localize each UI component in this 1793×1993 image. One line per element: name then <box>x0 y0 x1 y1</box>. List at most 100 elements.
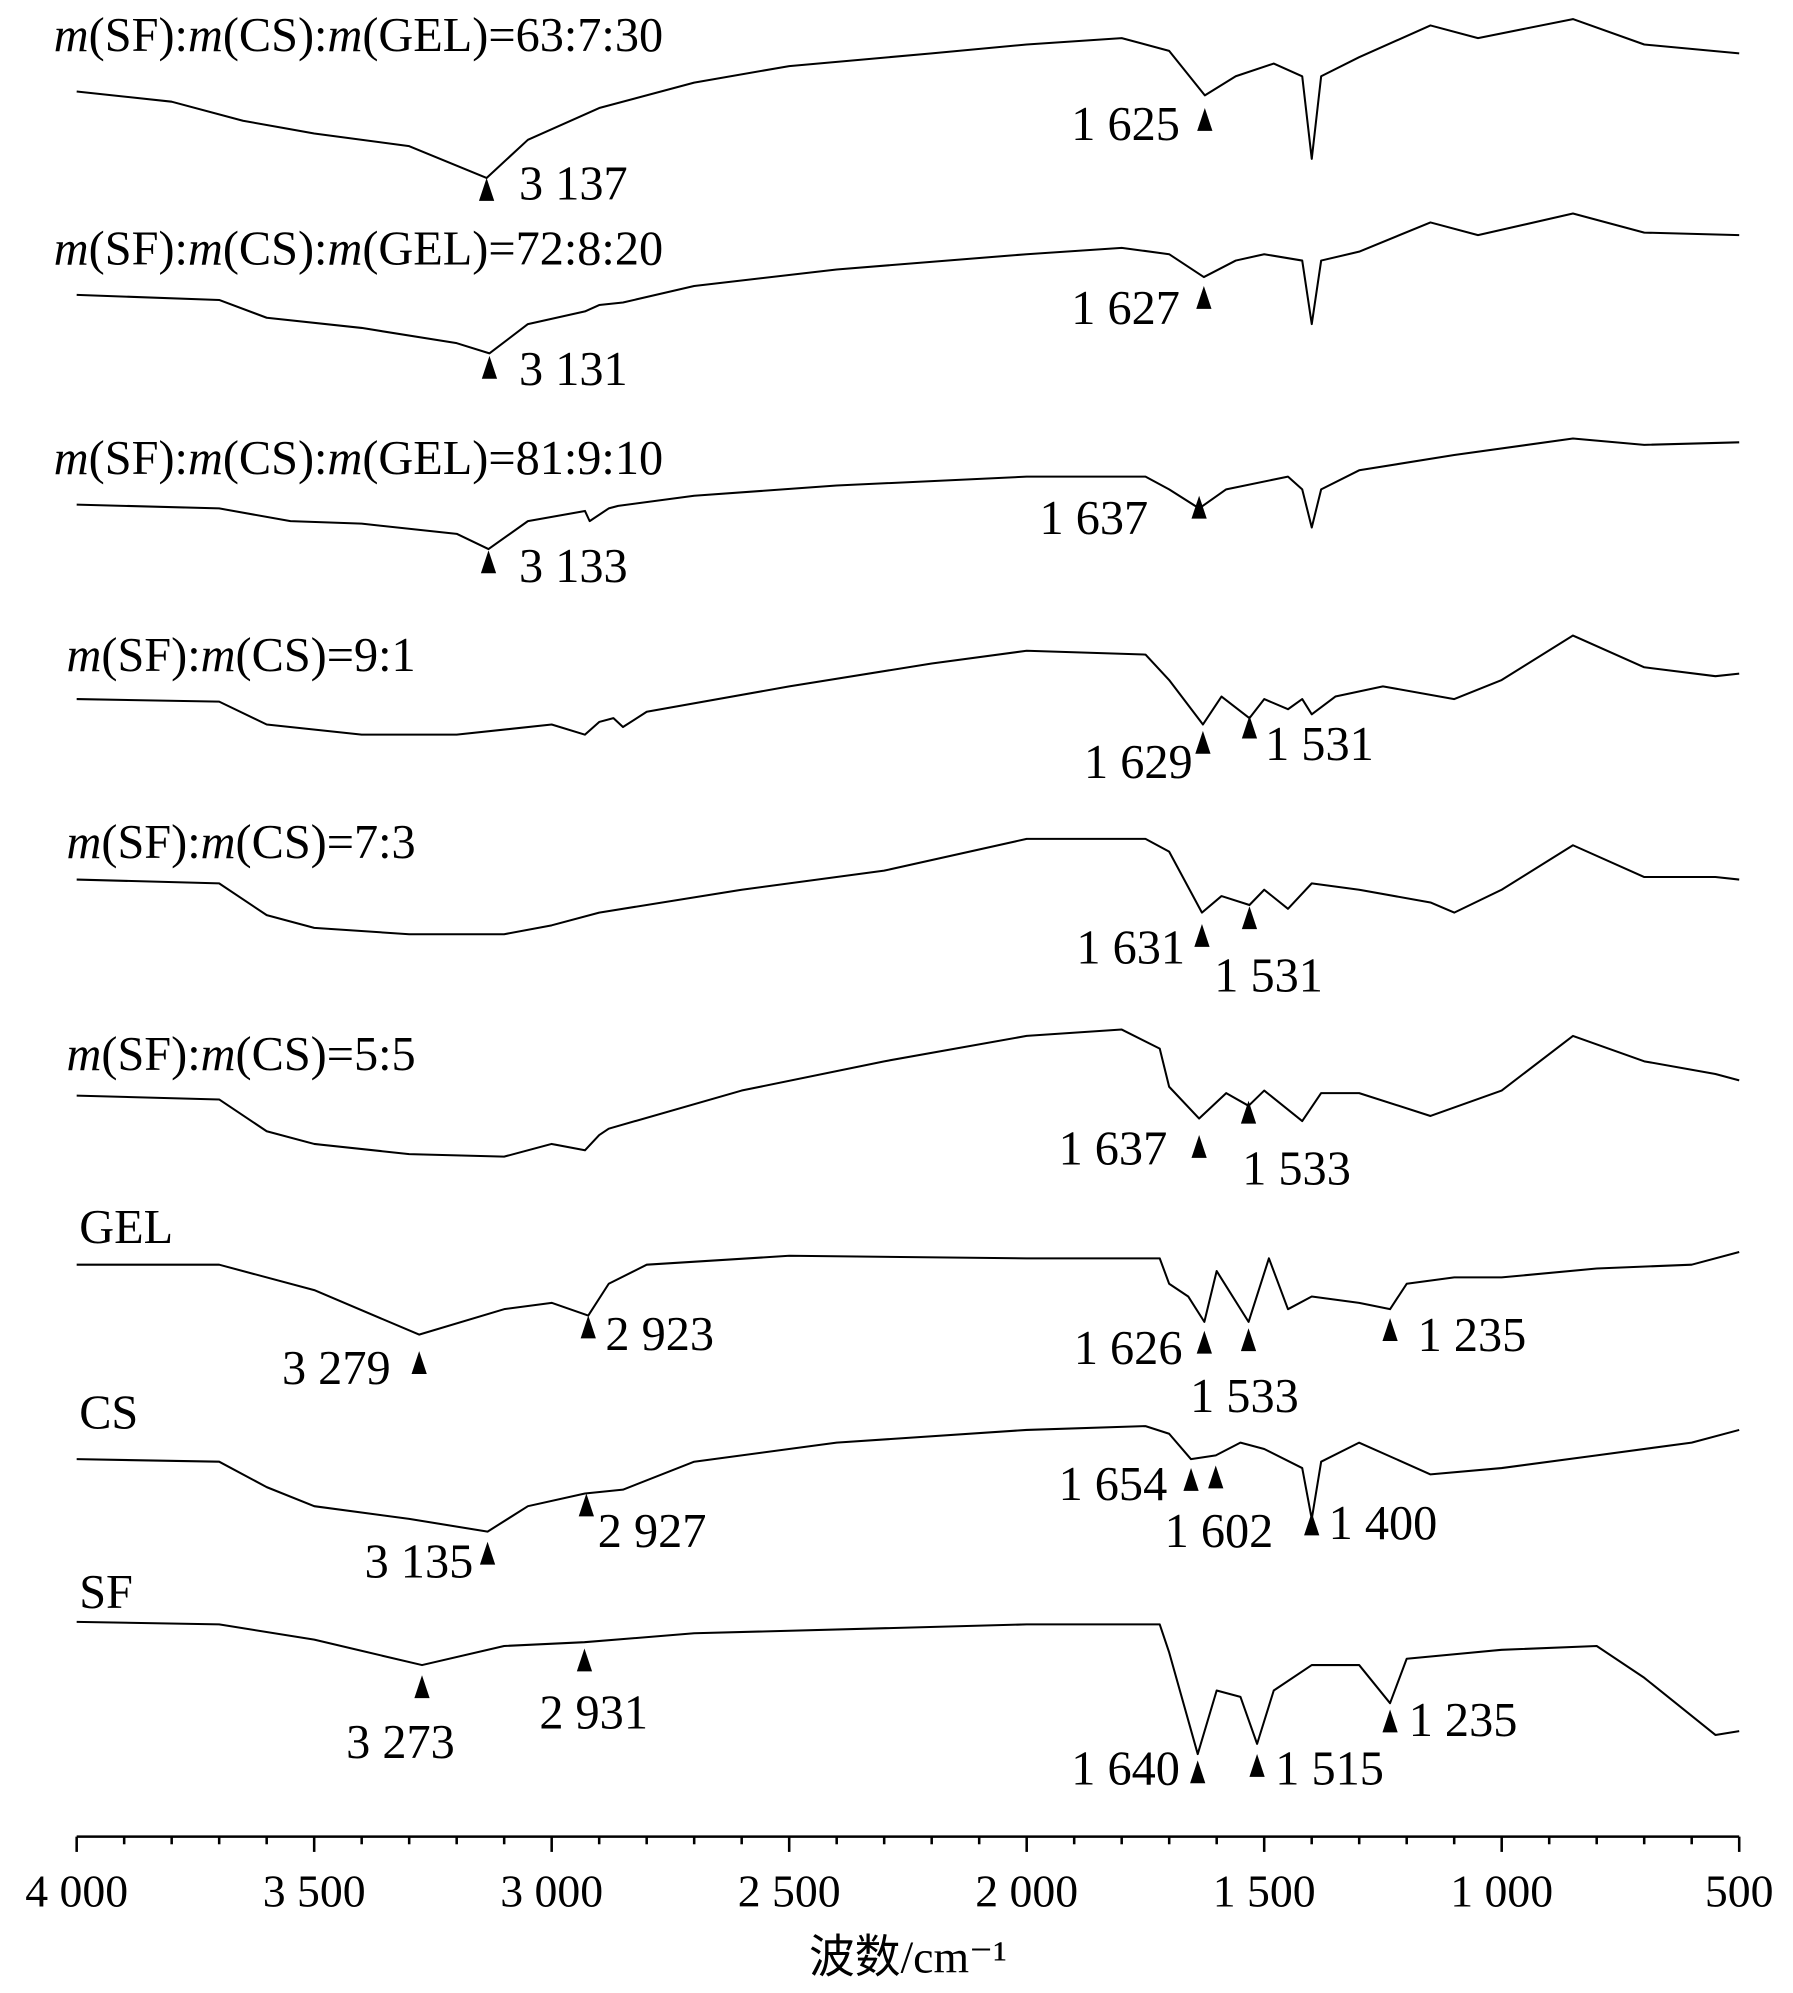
peak-label: 1 640 <box>1071 1743 1180 1796</box>
x-tick-label: 4 000 <box>25 1866 128 1917</box>
x-tick-label: 500 <box>1705 1866 1774 1917</box>
x-tick-label: 1 000 <box>1450 1866 1553 1917</box>
spectrum-line <box>76 1250 1740 1336</box>
spectrum-3: m(SF):m(CS)=9:11 629 1 531 <box>67 629 1740 789</box>
series-label-part: m <box>327 432 362 485</box>
series-label: m(SF):m(CS)=5:5 <box>67 1028 416 1081</box>
series-label-part: (SF): <box>101 816 200 869</box>
series-label-part: (SF): <box>89 9 188 62</box>
series-label-part: m <box>188 432 223 485</box>
peak-marker-triangle <box>578 1493 594 1517</box>
peak-label: 1 626 <box>1074 1322 1183 1375</box>
series-label-part: m <box>327 9 362 62</box>
series-label-part: (GEL)=81:9:10 <box>362 432 663 485</box>
spectrum-8: SF 3 273 2 931 1 640 1 515 1 235 <box>76 1566 1740 1796</box>
peak-marker-triangle <box>481 355 498 379</box>
peak-label: 1 602 <box>1165 1505 1274 1558</box>
peak-label: 1 533 <box>1190 1370 1299 1423</box>
peak-label: 1 531 <box>1214 949 1323 1002</box>
series-label: m(SF):m(CS)=9:1 <box>67 629 416 682</box>
series-label-part: (SF): <box>101 629 200 682</box>
peak-label: 1 235 <box>1418 1309 1527 1362</box>
peak-marker-triangle <box>479 1541 496 1565</box>
peak-label: 1 400 <box>1329 1497 1438 1550</box>
x-tick-label: 2 500 <box>738 1866 841 1917</box>
series-label-part: (CS): <box>223 222 328 275</box>
series-label-part: (SF): <box>89 222 188 275</box>
spectrum-line <box>76 1620 1740 1756</box>
peak-label: 2 927 <box>598 1505 707 1558</box>
peak-marker-triangle <box>1191 495 1207 519</box>
x-tick-label: 2 000 <box>975 1866 1078 1917</box>
peak-label: 3 279 <box>282 1342 391 1395</box>
series-label-part: CS <box>79 1387 138 1440</box>
spectrum-5: m(SF):m(CS)=5:51 637 1 533 <box>67 1028 1740 1196</box>
x-axis: 4 000 3 500 3 000 2 500 2 000 1 500 1 000 500 <box>25 1835 1774 1917</box>
series-label-part: (CS)=7:3 <box>236 816 416 869</box>
series-label-part: (CS): <box>223 9 328 62</box>
peak-marker-triangle <box>1196 1330 1212 1354</box>
peak-label: 2 931 <box>539 1687 648 1740</box>
series-label-part: m <box>67 629 102 682</box>
series-label-part: m <box>54 9 89 62</box>
peak-marker-triangle <box>1241 906 1258 930</box>
series-label-part: m <box>188 9 223 62</box>
series-label-part: (CS)=5:5 <box>236 1028 416 1081</box>
series-label: m(SF):m(CS)=7:3 <box>67 816 416 869</box>
spectrum-line <box>76 18 1740 179</box>
series-label-part: GEL <box>79 1201 173 1254</box>
peak-marker-triangle <box>1304 1512 1320 1536</box>
series-label-part: SF <box>79 1566 133 1619</box>
peak-marker-triangle <box>1382 1709 1398 1733</box>
peak-marker-triangle <box>1183 1468 1199 1491</box>
x-axis-label: 波数/cm⁻¹ <box>809 1932 1007 1983</box>
peak-marker-triangle <box>1194 924 1210 947</box>
series-label-part: (CS): <box>223 432 328 485</box>
peak-label: 1 654 <box>1059 1458 1168 1511</box>
series-label-part: (GEL)=72:8:20 <box>362 222 663 275</box>
peak-label: 1 627 <box>1071 282 1180 335</box>
peak-marker-triangle <box>480 550 497 574</box>
peak-marker-triangle <box>411 1351 427 1375</box>
peak-marker-triangle <box>580 1315 596 1339</box>
peak-label: 1 625 <box>1071 98 1180 151</box>
series-label-part: m <box>188 222 223 275</box>
spectrum-line <box>76 837 1740 936</box>
series-label: m(SF):m(CS):m(GEL)=63:7:30 <box>54 9 663 62</box>
series-label: SF <box>79 1566 133 1619</box>
series-label-part: (CS)=9:1 <box>236 629 416 682</box>
series-label-part: m <box>54 222 89 275</box>
peak-marker-triangle <box>1241 715 1258 739</box>
peak-label: 1 235 <box>1409 1694 1518 1747</box>
peak-marker-triangle <box>1382 1318 1398 1341</box>
spectrum-line <box>76 634 1740 736</box>
series-label: GEL <box>79 1201 173 1254</box>
peak-marker-triangle <box>1196 285 1212 309</box>
series-label: m(SF):m(CS):m(GEL)=81:9:10 <box>54 432 663 485</box>
series-label-part: m <box>201 629 236 682</box>
peak-marker-triangle <box>1240 1328 1257 1352</box>
peak-label: 1 531 <box>1265 718 1374 771</box>
peak-label: 3 273 <box>346 1716 455 1769</box>
x-tick-label: 3 500 <box>263 1866 366 1917</box>
peak-marker-triangle <box>1191 1135 1207 1158</box>
spectrum-line <box>76 212 1740 355</box>
series-label-part: m <box>67 1028 102 1081</box>
peak-marker-triangle <box>414 1675 430 1699</box>
peak-label: 1 515 <box>1275 1743 1384 1796</box>
peak-marker-triangle <box>576 1648 593 1672</box>
series-label-part: m <box>201 816 236 869</box>
peak-marker-triangle <box>478 177 495 201</box>
peak-marker-triangle <box>1190 1760 1206 1784</box>
series-label-part: m <box>201 1028 236 1081</box>
spectrum-line <box>76 437 1740 551</box>
x-tick-label: 3 000 <box>500 1866 603 1917</box>
